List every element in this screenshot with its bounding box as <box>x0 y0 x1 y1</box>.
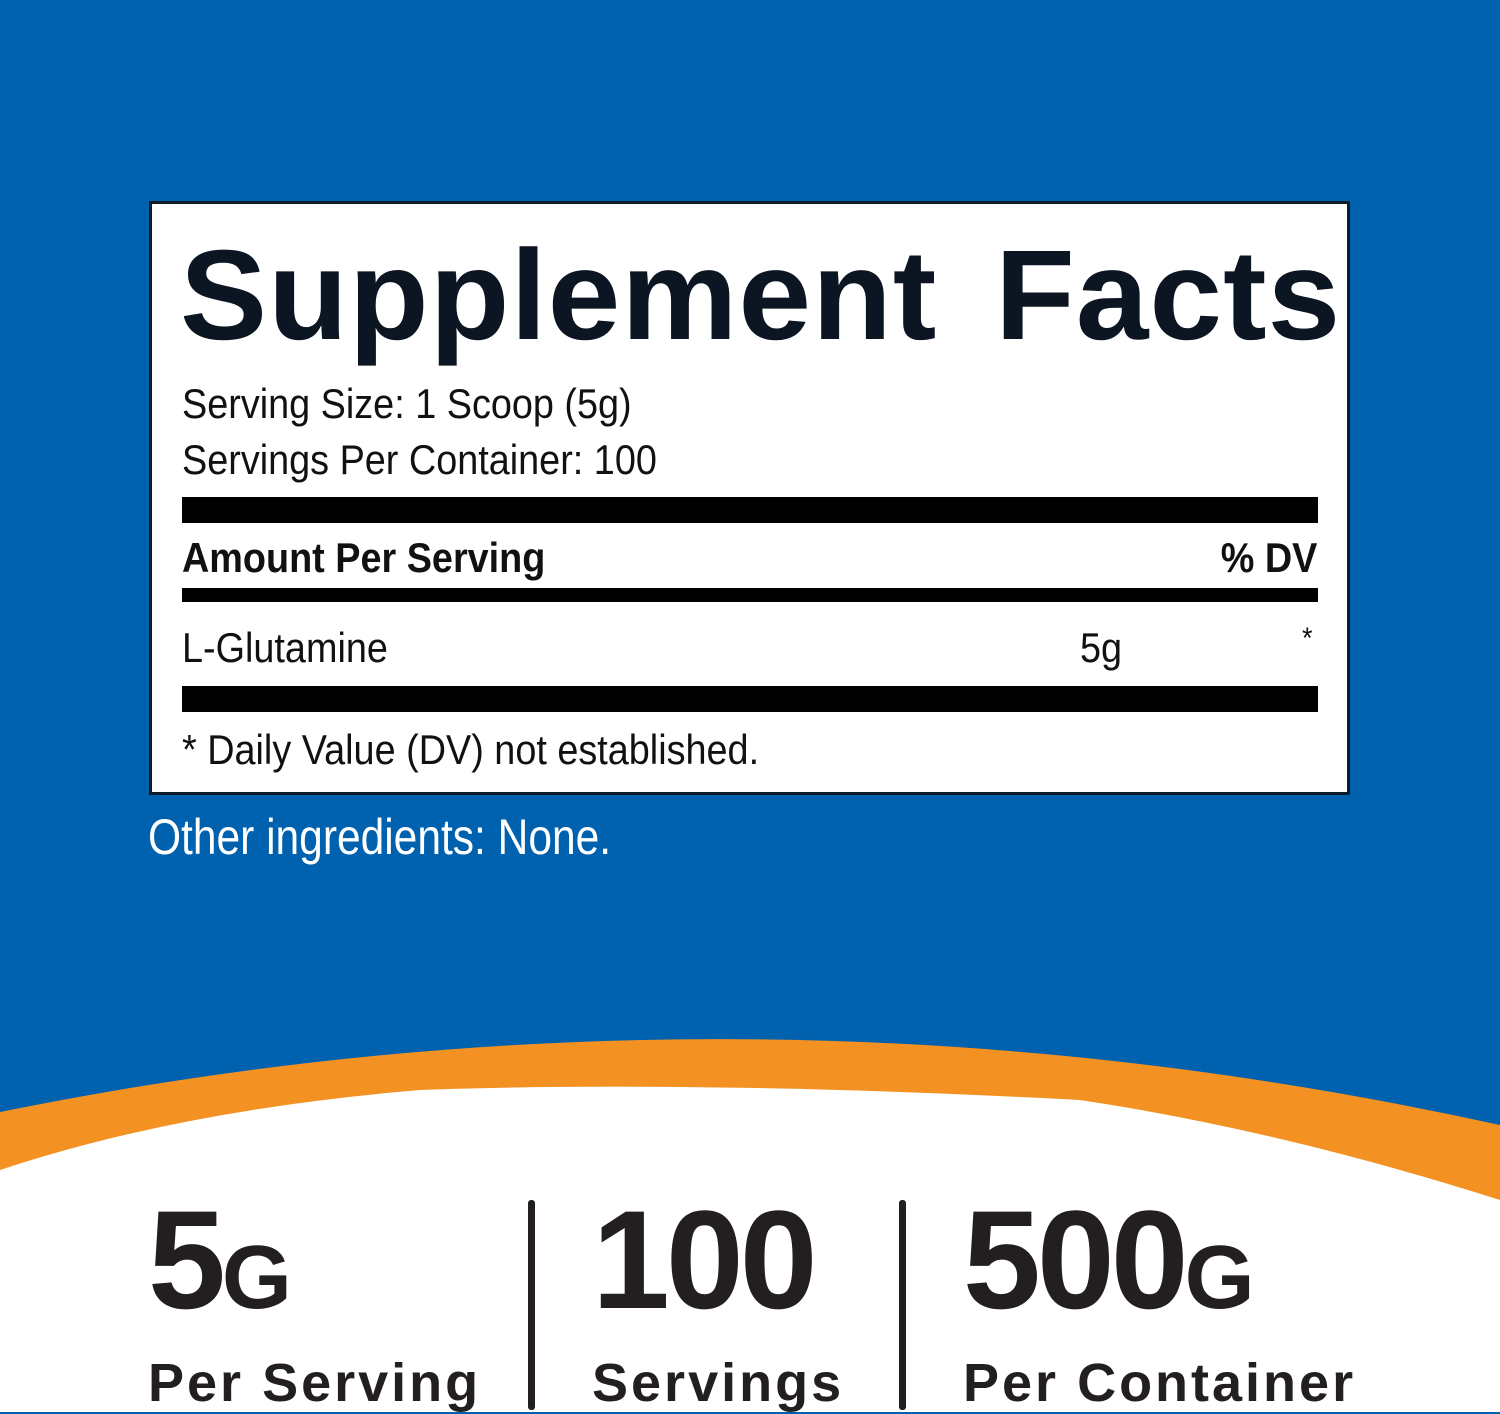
ingredient-name: L-Glutamine <box>182 624 388 671</box>
serving-size: Serving Size: 1 Scoop (5g) <box>182 380 632 427</box>
stat-label: Per Container <box>963 1353 1357 1413</box>
stat-value: 5 <box>148 1181 226 1338</box>
stat-label: Servings <box>592 1353 845 1413</box>
divider-thick-bottom <box>182 686 1318 712</box>
divider-thick <box>182 497 1318 523</box>
supplement-facts-panel: Supplement Facts Serving Size: 1 Scoop (… <box>149 201 1350 795</box>
stat-unit: G <box>221 1228 292 1328</box>
divider-medium <box>182 588 1318 602</box>
servings-per-container: Servings Per Container: 100 <box>182 436 657 483</box>
stat-per-serving: 5G Per Serving <box>148 1190 481 1414</box>
ingredient-amount: 5g <box>1080 624 1123 671</box>
other-ingredients: Other ingredients: None. <box>148 809 612 865</box>
stat-unit: G <box>1184 1228 1255 1328</box>
stat-per-container: 500G Per Container <box>963 1190 1356 1414</box>
facts-title: Supplement Facts <box>180 224 1342 367</box>
stat-servings: 100 Servings <box>592 1190 844 1414</box>
stat-divider <box>528 1200 535 1410</box>
ingredient-dv: * <box>1302 622 1313 655</box>
dv-header: % DV <box>1220 534 1317 581</box>
white-area <box>0 1086 1500 1412</box>
stat-value: 100 <box>592 1181 818 1338</box>
stat-label: Per Serving <box>148 1353 482 1413</box>
amount-header: Amount Per Serving <box>182 534 546 581</box>
footnote: * Daily Value (DV) not established. <box>182 726 760 773</box>
stat-value: 500 <box>963 1181 1189 1338</box>
stat-divider <box>899 1200 906 1410</box>
